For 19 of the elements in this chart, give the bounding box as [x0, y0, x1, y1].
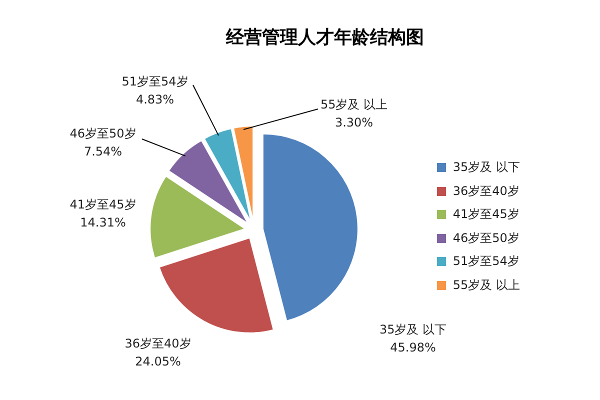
data-label: 45.98%	[390, 340, 436, 354]
legend-label: 36岁至40岁	[452, 184, 520, 198]
data-label: 14.31%	[80, 215, 126, 230]
slice-label: 41岁至45岁	[70, 197, 136, 212]
slice-label: 46岁至50岁	[70, 126, 136, 140]
chart-title: 经营管理人才年龄结构图	[224, 27, 425, 49]
slice-label: 51岁至54岁	[122, 74, 188, 88]
legend-label: 35岁及 以下	[452, 160, 520, 174]
legend-label: 55岁及 以上	[452, 278, 520, 292]
legend-label: 51岁至54岁	[452, 254, 520, 268]
data-label: 3.30%	[334, 115, 374, 130]
slice-label: 36岁至40岁	[124, 336, 192, 350]
slice-label: 35岁及 以下	[379, 322, 447, 336]
slice-label: 55岁及 以上	[320, 97, 388, 112]
legend-label: 41岁至45岁	[452, 207, 520, 221]
legend-label: 46岁至50岁	[452, 230, 520, 244]
data-label: 4.83%	[136, 92, 174, 106]
data-label: 7.54%	[84, 144, 122, 158]
data-label: 24.05%	[135, 354, 181, 368]
